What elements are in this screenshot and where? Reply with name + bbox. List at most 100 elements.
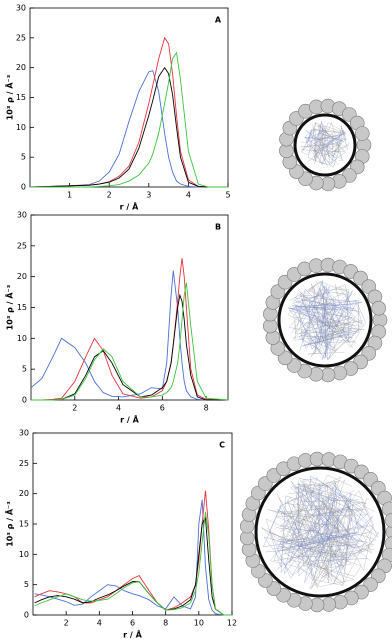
x-tick-label: 12 bbox=[227, 619, 237, 628]
y-tick-label: 5 bbox=[21, 153, 26, 162]
x-axis-label: r / Å bbox=[123, 630, 142, 640]
y-axis-label: 10³ ρ / Å⁻³ bbox=[5, 501, 15, 547]
y-axis-label: 10³ ρ / Å⁻³ bbox=[5, 74, 15, 120]
y-tick-label: 20 bbox=[17, 272, 27, 281]
molecule bbox=[293, 309, 353, 349]
molecule bbox=[273, 500, 358, 552]
y-tick-label: 10 bbox=[17, 334, 27, 343]
y-tick-label: 25 bbox=[16, 33, 26, 42]
y-tick-label: 25 bbox=[19, 459, 29, 468]
x-tick-label: 8 bbox=[204, 404, 209, 413]
y-tick-label: 5 bbox=[24, 580, 29, 589]
y-tick-label: 5 bbox=[22, 365, 27, 374]
molecule bbox=[278, 497, 374, 570]
series-line bbox=[31, 258, 229, 401]
nanotube-image bbox=[263, 257, 388, 383]
y-tick-label: 0 bbox=[24, 611, 29, 620]
x-tick-label: 4 bbox=[116, 404, 121, 413]
y-tick-label: 30 bbox=[17, 211, 27, 220]
panel-label: B bbox=[215, 223, 221, 232]
molecule bbox=[265, 490, 360, 553]
series-line bbox=[31, 282, 229, 401]
y-tick-label: 30 bbox=[16, 4, 26, 13]
molecule bbox=[287, 497, 370, 590]
series-line bbox=[34, 516, 232, 616]
series-line bbox=[29, 36, 228, 188]
molecule bbox=[289, 299, 356, 341]
molecule bbox=[312, 129, 346, 157]
plot-frame bbox=[29, 7, 229, 188]
molecule bbox=[299, 290, 333, 355]
x-tick-label: 5 bbox=[225, 191, 230, 200]
series-line bbox=[31, 293, 228, 401]
x-axis-label: r / Å bbox=[120, 202, 139, 212]
panel-label: C bbox=[219, 441, 225, 450]
bead bbox=[385, 524, 392, 540]
y-tick-label: 15 bbox=[19, 520, 29, 529]
molecule bbox=[308, 129, 347, 158]
nanotube-image bbox=[279, 98, 372, 192]
molecule bbox=[286, 484, 362, 552]
molecule bbox=[278, 508, 366, 568]
x-tick-label: 1 bbox=[67, 191, 72, 200]
molecule bbox=[284, 476, 342, 567]
molecule bbox=[265, 502, 341, 567]
y-tick-label: 20 bbox=[16, 63, 26, 72]
molecule bbox=[298, 480, 351, 583]
plot-frame bbox=[30, 214, 229, 401]
molecule bbox=[290, 474, 352, 584]
molecule bbox=[267, 509, 377, 578]
molecule bbox=[261, 527, 355, 587]
molecule bbox=[292, 284, 345, 327]
series-line bbox=[30, 51, 228, 188]
x-tick-label: 3 bbox=[146, 191, 151, 200]
bead bbox=[354, 126, 370, 141]
x-tick-label: 2 bbox=[72, 404, 77, 413]
x-axis-label: r / Å bbox=[120, 415, 139, 425]
y-tick-label: 20 bbox=[19, 489, 29, 498]
molecule bbox=[297, 486, 349, 570]
y-tick-label: 10 bbox=[19, 550, 29, 559]
molecule bbox=[318, 124, 347, 164]
molecule bbox=[292, 504, 364, 576]
molecule bbox=[324, 128, 345, 153]
bead bbox=[384, 512, 392, 528]
molecule bbox=[296, 490, 375, 574]
nanotube-image bbox=[239, 451, 392, 613]
molecule bbox=[266, 509, 362, 584]
molecule bbox=[312, 124, 317, 161]
y-tick-label: 25 bbox=[17, 241, 27, 250]
x-tick-label: 2 bbox=[64, 619, 69, 628]
molecule bbox=[305, 127, 347, 159]
molecule bbox=[287, 285, 325, 355]
y-tick-label: 15 bbox=[16, 93, 26, 102]
series-line bbox=[34, 511, 232, 616]
molecule bbox=[308, 138, 339, 166]
molecule bbox=[304, 484, 370, 556]
molecule bbox=[317, 121, 343, 160]
panel-label: A bbox=[215, 16, 222, 25]
molecule bbox=[330, 484, 379, 566]
molecule bbox=[276, 477, 368, 547]
y-tick-label: 30 bbox=[19, 429, 29, 438]
series-line bbox=[30, 270, 228, 401]
y-tick-label: 0 bbox=[22, 396, 27, 405]
molecule bbox=[281, 507, 373, 586]
bead bbox=[384, 536, 392, 552]
x-tick-label: 4 bbox=[186, 191, 191, 200]
y-tick-label: 15 bbox=[17, 303, 27, 312]
x-tick-label: 4 bbox=[97, 619, 102, 628]
y-tick-label: 0 bbox=[21, 183, 26, 192]
molecule bbox=[277, 482, 336, 589]
x-tick-label: 8 bbox=[163, 619, 168, 628]
molecule bbox=[288, 299, 359, 347]
molecule bbox=[298, 286, 353, 351]
x-tick-label: 6 bbox=[130, 619, 135, 628]
bead bbox=[371, 300, 387, 316]
series-line bbox=[34, 499, 232, 616]
molecule bbox=[269, 481, 333, 579]
molecule bbox=[299, 478, 373, 584]
molecule bbox=[287, 492, 352, 580]
molecule bbox=[299, 291, 352, 342]
